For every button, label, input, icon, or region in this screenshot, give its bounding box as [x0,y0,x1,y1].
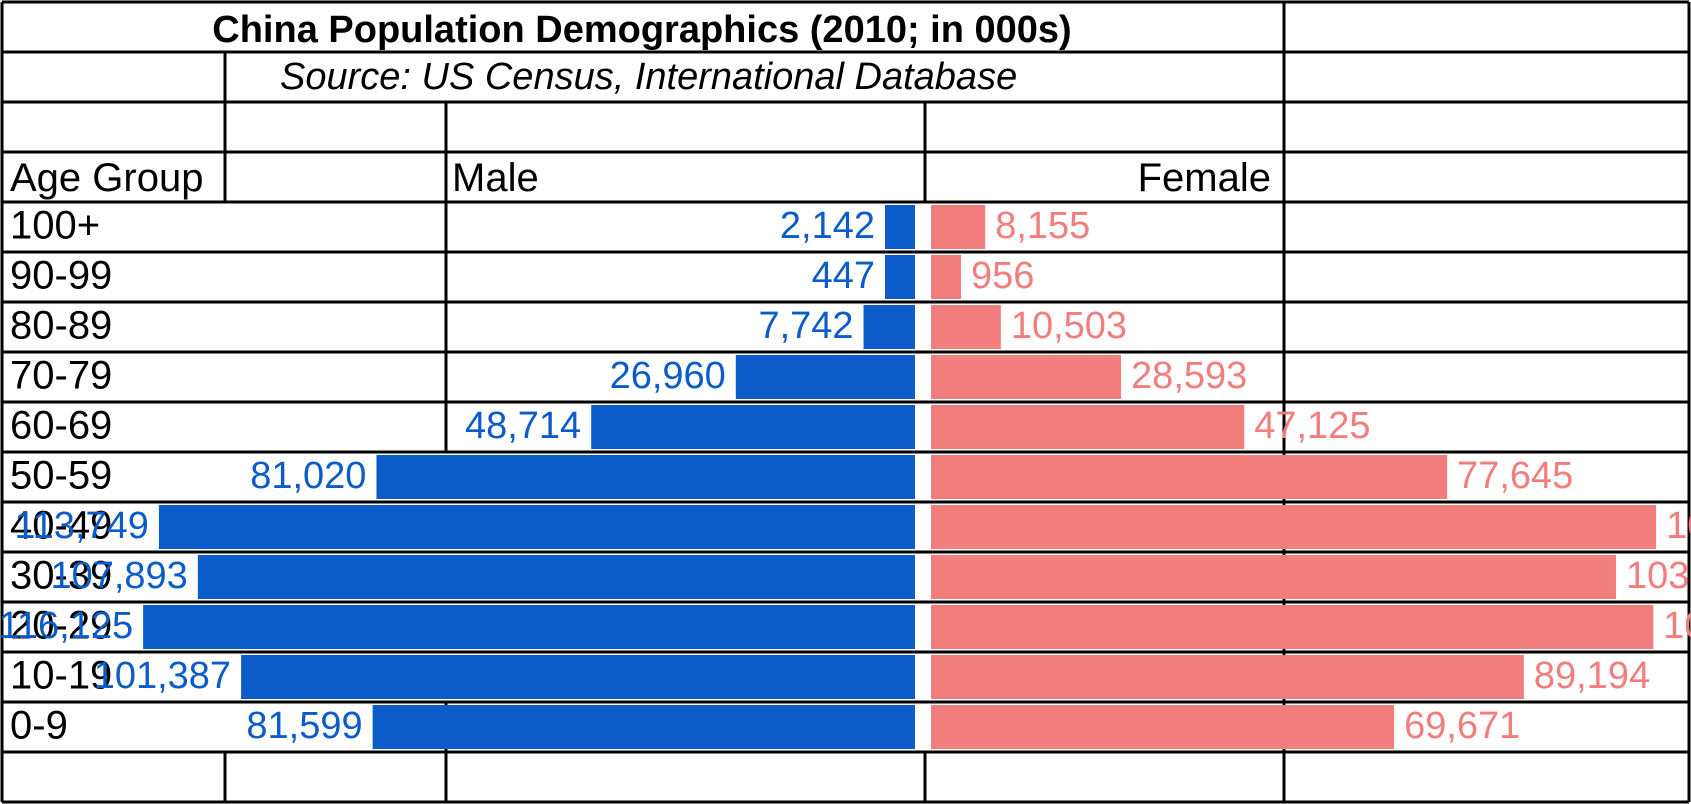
female-value-label: 956 [971,255,1034,297]
female-bar [931,255,961,299]
male-value-label: 107,893 [50,555,187,597]
male-bar [143,605,915,649]
male-bar [376,455,915,499]
female-bar [931,555,1616,599]
female-bar [931,455,1448,499]
age-group-label: 20-29 [10,604,112,648]
female-value-label: 103,050 [1626,555,1691,597]
age-group-header: Age Group [10,156,204,200]
male-value-label: 81,020 [250,455,366,497]
chart-subtitle: Source: US Census, International Databas… [280,56,1018,98]
male-bar [158,505,915,549]
female-value-label: 47,125 [1254,405,1370,447]
male-value-label: 2,142 [780,205,875,247]
female-bar [931,655,1524,699]
male-header: Male [452,156,539,200]
male-value-label: 116,125 [0,605,133,647]
male-value-label: 48,714 [465,405,581,447]
male-bar [735,355,915,399]
male-value-label: 447 [812,255,875,297]
female-header: Female [1137,156,1271,200]
male-bar [863,305,915,349]
male-value-label: 81,599 [246,705,362,747]
male-bar [885,205,915,249]
male-value-label: 7,742 [758,305,853,347]
female-bar [931,305,1001,349]
female-bar [931,355,1122,399]
age-group-label: 80-89 [10,304,112,348]
age-group-label: 60-69 [10,404,112,448]
male-value-label: 26,960 [610,355,726,397]
female-value-label: 108,666 [1663,605,1691,647]
male-value-label: 113,749 [14,505,149,547]
male-value-label: 101,387 [94,655,231,697]
female-bar [931,605,1654,649]
age-group-label: 0-9 [10,704,68,748]
female-value-label: 28,593 [1131,355,1247,397]
female-value-label: 77,645 [1457,455,1573,497]
female-bar [931,405,1245,449]
female-value-label: 8,155 [995,205,1090,247]
age-group-label: 90-99 [10,254,112,298]
female-value-label: 69,671 [1404,705,1520,747]
chart-title: China Population Demographics (2010; in … [212,9,1072,51]
male-bar [197,555,916,599]
male-bar [241,655,915,699]
female-bar [931,205,986,249]
age-group-label: 40-49 [10,504,112,548]
age-group-label: 100+ [10,204,100,248]
age-group-label: 10-19 [10,654,112,698]
female-value-label: 109,092 [1666,505,1691,547]
age-group-label: 30-39 [10,554,112,598]
female-bar [931,505,1657,549]
age-group-label: 50-59 [10,454,112,498]
male-bar [591,405,915,449]
male-bar [885,255,915,299]
female-value-label: 89,194 [1534,655,1650,697]
female-value-label: 10,503 [1011,305,1127,347]
female-bar [931,705,1395,749]
male-bar [372,705,915,749]
age-group-label: 70-79 [10,354,112,398]
